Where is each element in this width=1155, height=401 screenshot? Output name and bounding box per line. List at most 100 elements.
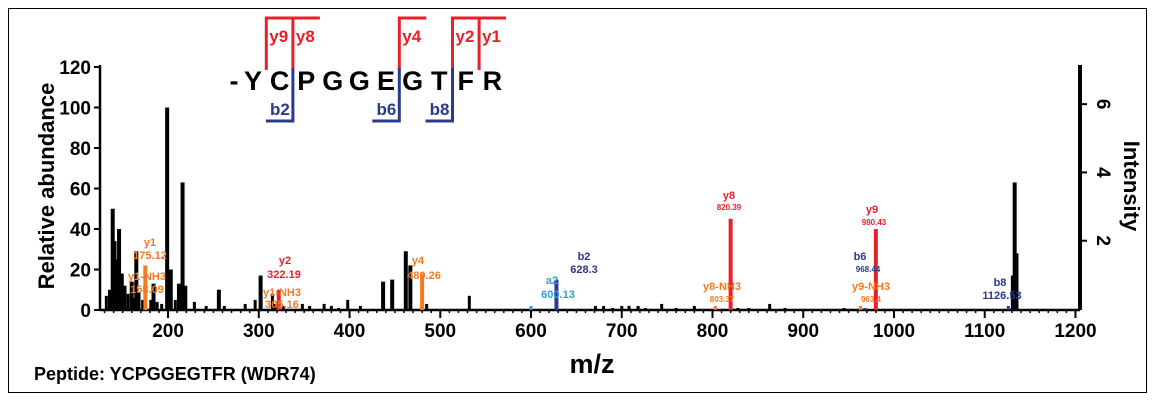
peptide-label: Peptide: YCPGGEGTFR (WDR74)	[34, 364, 316, 384]
peak-bar	[276, 289, 281, 310]
x-tick-label: 900	[787, 321, 819, 342]
peak-bar	[529, 305, 533, 310]
y-ion-label: y8	[296, 27, 315, 46]
annotation-ion-name: y4	[412, 255, 425, 267]
peak-bar	[143, 265, 148, 310]
peak-bar	[403, 251, 408, 310]
b-ion-label: b6	[376, 100, 396, 119]
peak-bar	[258, 275, 263, 310]
y-tick-label-left: 120	[59, 58, 91, 79]
y-ion-bracket	[291, 16, 320, 70]
y-tick-label-left: 40	[70, 220, 91, 241]
peak-bar	[176, 283, 181, 310]
y-ion-bracket	[451, 16, 480, 70]
sequence-prefix: -	[230, 66, 239, 96]
sequence-residue: G	[402, 66, 423, 96]
peak-bar	[858, 305, 862, 310]
peak-bar	[467, 295, 471, 310]
y-tick-label-right: 2	[1092, 235, 1113, 246]
annotation-mz-value: 963.4	[861, 295, 882, 304]
peak-bar	[216, 289, 221, 310]
b-ion-label: b2	[270, 100, 290, 119]
annotation-mz-value: 803.37	[710, 295, 735, 304]
annotation-ion-name: b6	[854, 251, 867, 263]
x-tick-label: 800	[697, 321, 729, 342]
sequence-residue: Y	[244, 66, 262, 96]
peak-bar	[358, 305, 362, 310]
peak-bar	[390, 279, 395, 310]
peak-bars	[104, 107, 1019, 310]
peak-bar	[873, 229, 878, 310]
annotation-mz-value: 628.3	[570, 264, 598, 276]
peak-bar	[126, 293, 130, 310]
sequence-residue: P	[297, 66, 315, 96]
peak-bar	[173, 299, 177, 310]
peak-bar	[134, 251, 139, 310]
x-tick-label: 700	[606, 321, 638, 342]
y-ion-bracket	[397, 16, 427, 70]
peak-bar	[168, 269, 173, 310]
x-tick-label: 600	[515, 321, 547, 342]
y-ion-label: y9	[269, 27, 288, 46]
peak-bar	[104, 295, 108, 310]
annotation-ion-name: y1-NH3	[263, 287, 301, 299]
peak-bar	[155, 301, 159, 310]
annotation-ion-name: y1-NH3	[128, 271, 166, 283]
peak-bar	[165, 107, 170, 310]
annotation-mz-value: 1126.53	[982, 290, 1021, 302]
y-axis-label-right: Intensity	[1119, 141, 1144, 232]
annotation-ion-name: b8	[994, 277, 1007, 289]
annotation-mz-value: 305.16	[265, 299, 299, 311]
peak-bar	[308, 305, 312, 310]
peak-bar	[141, 299, 145, 310]
sequence-residue: R	[483, 66, 503, 96]
peak-bar	[149, 299, 153, 310]
peak-bar	[180, 182, 185, 310]
peak-bar	[204, 305, 208, 310]
peak-bar	[122, 285, 127, 310]
y-tick-label-left: 0	[80, 301, 91, 322]
x-tick-label: 1200	[1054, 321, 1096, 342]
x-tick-label: 1100	[964, 321, 1005, 342]
peak-bar	[611, 307, 615, 310]
peak-bar	[346, 299, 350, 310]
peak-bar	[408, 265, 413, 310]
peak-bar	[747, 307, 751, 310]
annotation-mz-value: 600.13	[541, 289, 575, 301]
peak-bar	[620, 305, 624, 310]
peak-bar	[119, 273, 124, 310]
annotation-mz-value: 480.26	[407, 270, 441, 282]
peak-bar	[783, 307, 787, 310]
annotation-ion-name: a2	[546, 275, 558, 287]
annotation-mz-value: 968.44	[856, 265, 881, 274]
peak-bar	[728, 218, 733, 310]
b-ion-label: b8	[430, 100, 450, 119]
sequence-residue: T	[431, 66, 448, 96]
peak-bar	[114, 259, 119, 310]
x-tick-label: 1000	[873, 321, 915, 342]
annotation-mz-value: 175.12	[133, 250, 167, 262]
y-axis-label-left: Relative abundance	[34, 83, 59, 290]
b-ion-bracket	[425, 68, 454, 123]
peak-bar	[1006, 305, 1010, 310]
annotation-mz-value: 158.09	[130, 284, 164, 296]
x-tick-label: 300	[243, 321, 275, 342]
peak-bar	[643, 307, 647, 310]
annotation-mz-value: 322.19	[267, 269, 301, 281]
sequence-residue: F	[458, 66, 475, 96]
peak-bar	[273, 303, 277, 310]
x-tick-label: 200	[152, 321, 184, 342]
peak-bar	[192, 301, 196, 310]
peak-bar	[151, 283, 156, 310]
annotation-ion-name: y8	[723, 190, 735, 202]
annotation-ion-name: y2	[279, 255, 291, 267]
peak-bar	[281, 305, 285, 310]
annotation-mz-value: 820.39	[717, 203, 742, 212]
annotation-ion-name: y1	[144, 237, 156, 249]
peak-bar	[674, 307, 678, 310]
peak-annotations: y1175.12y1-NH3158.09y2322.19y1-NH3305.16…	[128, 190, 1022, 311]
peak-bar	[554, 279, 559, 310]
peak-bar	[736, 307, 740, 310]
peak-bar	[329, 305, 333, 310]
axes: 0 20 40 60 80 100 120 2 4 6 200 300 400 500 600 700 800 9…	[59, 58, 1113, 342]
